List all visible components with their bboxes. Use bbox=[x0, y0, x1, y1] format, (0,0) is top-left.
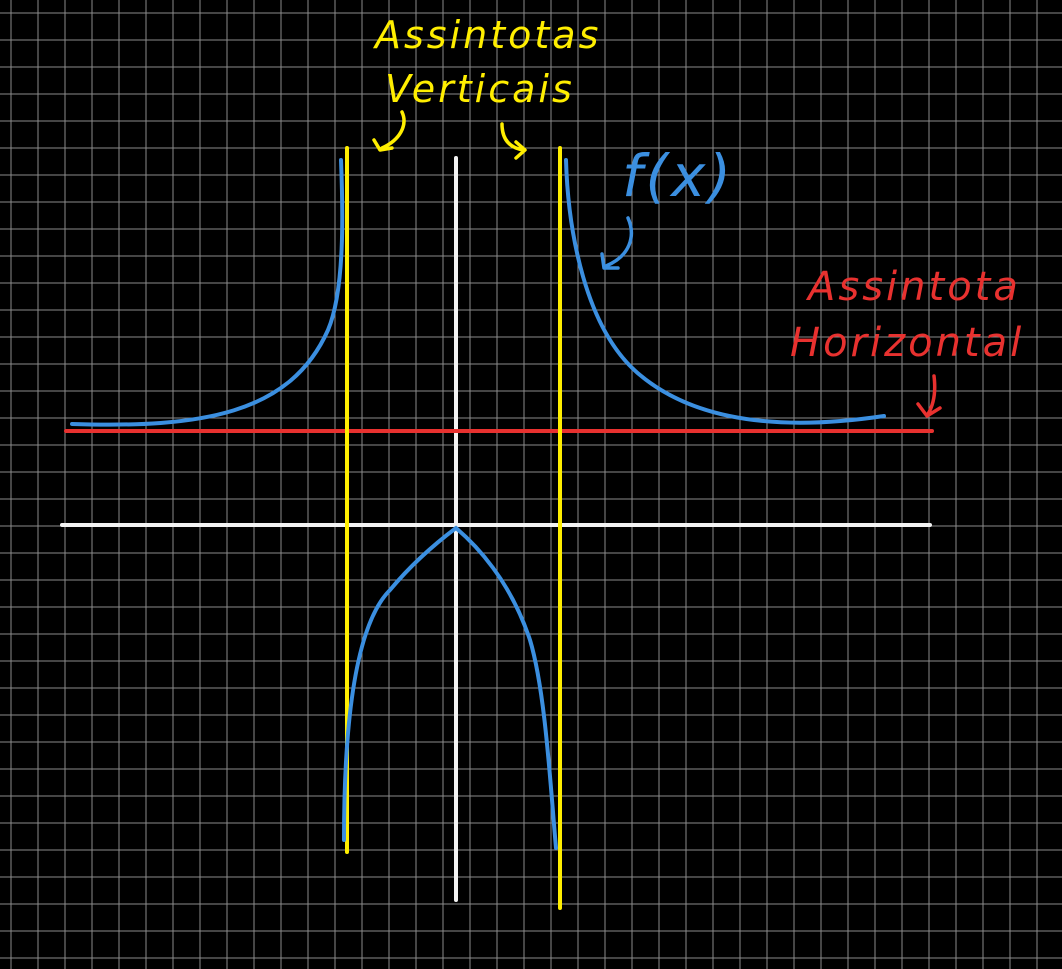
arrow-icon-right-asymptote bbox=[500, 122, 527, 160]
horizontal-asymptote-label-line1: Assintota bbox=[805, 264, 1021, 310]
curve-middle-branch bbox=[342, 525, 558, 850]
arrow-icon-function bbox=[600, 216, 633, 270]
arrow-icon-horizontal-asymptote bbox=[916, 374, 942, 418]
horizontal-asymptote-label-line2: Horizontal bbox=[790, 320, 1024, 366]
vertical-asymptotes-label-line1: Assintotas bbox=[372, 13, 601, 57]
arrow-icon-left-asymptote bbox=[372, 110, 406, 152]
curve-right-branch bbox=[564, 158, 886, 425]
curve-left-branch bbox=[70, 158, 345, 427]
vertical-asymptotes-label-line2: Verticais bbox=[385, 67, 575, 111]
function-label: f(x) bbox=[622, 142, 734, 210]
